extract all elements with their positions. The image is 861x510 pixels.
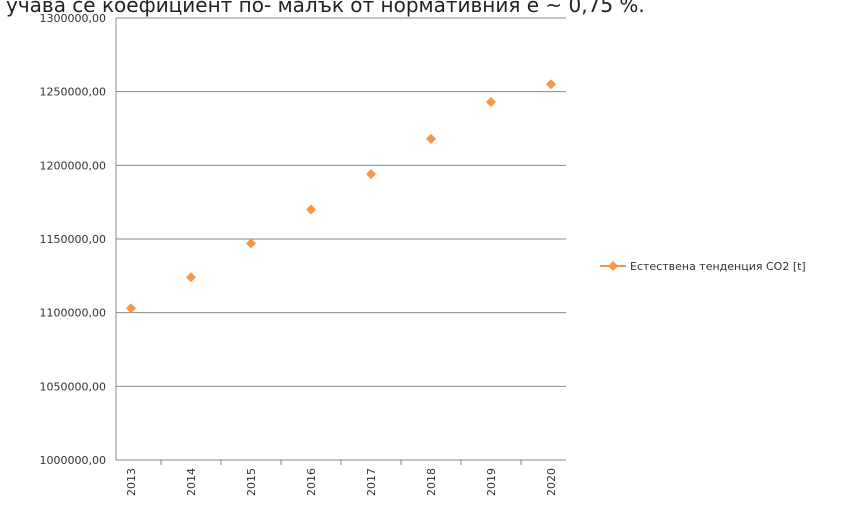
data-point	[306, 204, 316, 215]
legend-label: Естествена тенденция CO2 [t]	[630, 260, 806, 273]
y-tick-label: 1250000,00	[40, 86, 106, 99]
data-point	[186, 272, 196, 283]
y-tick-label: 1200000,00	[40, 159, 106, 172]
y-tick-label: 1050000,00	[40, 380, 106, 393]
annotation: учава се коефициент по- малък от нормати…	[6, 0, 645, 17]
data-point	[126, 303, 136, 314]
y-tick-label: 1000000,00	[40, 454, 106, 467]
x-tick-label: 2016	[305, 468, 318, 496]
data-point	[246, 238, 256, 249]
legend-marker	[608, 261, 618, 271]
x-tick-label: 2019	[485, 468, 498, 496]
data-point	[486, 96, 496, 107]
data-point	[546, 79, 556, 90]
data-point	[426, 133, 436, 144]
y-tick-label: 1100000,00	[40, 307, 106, 320]
x-tick-label: 2020	[545, 468, 558, 496]
y-tick-label: 1150000,00	[40, 233, 106, 246]
x-tick-label: 2014	[185, 468, 198, 496]
y-tick-label: 1300000,00	[40, 12, 106, 25]
x-tick-label: 2015	[245, 468, 258, 496]
x-tick-label: 2017	[365, 468, 378, 496]
x-tick-label: 2013	[125, 468, 138, 496]
data-point	[366, 169, 376, 180]
x-tick-label: 2018	[425, 468, 438, 496]
